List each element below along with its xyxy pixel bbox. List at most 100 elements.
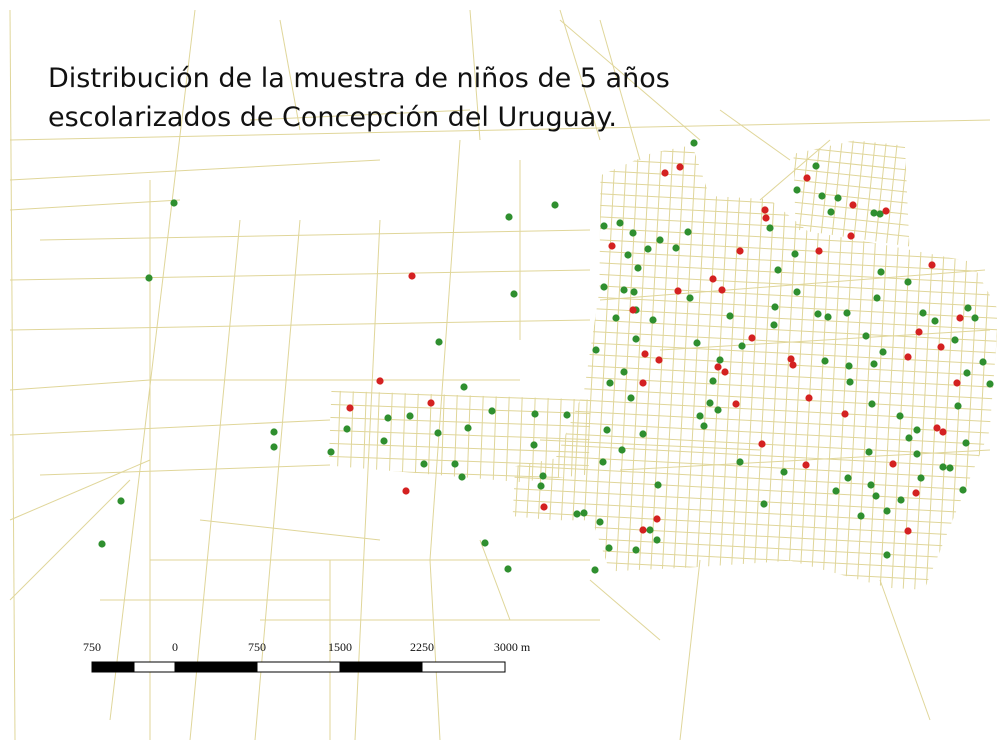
- street: [9, 159, 381, 181]
- sample-point-green: [780, 468, 788, 476]
- street: [559, 9, 601, 141]
- street: [670, 136, 700, 593]
- scale-label: 750: [248, 640, 266, 654]
- sample-point-green: [877, 268, 885, 276]
- sample-point-green: [343, 425, 351, 433]
- sample-point-green: [793, 288, 801, 296]
- sample-point-green: [897, 496, 905, 504]
- sample-point-green: [946, 464, 954, 472]
- street: [509, 372, 997, 403]
- sample-point-green: [951, 336, 959, 344]
- street: [785, 134, 920, 153]
- sample-point-green: [451, 460, 459, 468]
- sample-point-green: [959, 486, 967, 494]
- sample-point-green: [539, 472, 547, 480]
- street: [328, 428, 592, 442]
- sample-point-red: [956, 314, 964, 322]
- title-line: Distribución de la muestra de niños de 5…: [48, 63, 670, 94]
- sample-point-green: [793, 186, 801, 194]
- street: [509, 406, 997, 437]
- sample-point-green: [606, 379, 614, 387]
- sample-point-green: [865, 448, 873, 456]
- street: [109, 9, 196, 721]
- sample-point-red: [928, 261, 936, 269]
- sample-point-green: [846, 378, 854, 386]
- sample-point-red: [718, 286, 726, 294]
- street: [509, 136, 539, 593]
- sample-point-red: [674, 287, 682, 295]
- scale-bar: 750 0 750 1500 2250 3000 m: [83, 640, 531, 673]
- street: [311, 365, 316, 495]
- sample-point-green: [904, 278, 912, 286]
- sample-point-green: [551, 201, 559, 209]
- sample-point-green: [876, 210, 884, 218]
- street: [328, 441, 592, 455]
- sample-point-green: [832, 487, 840, 495]
- sample-point-green: [843, 309, 851, 317]
- street: [862, 134, 878, 247]
- sample-point-green: [510, 290, 518, 298]
- sample-points: [98, 139, 994, 574]
- sample-point-green: [618, 446, 626, 454]
- sample-point-red: [639, 379, 647, 387]
- sample-point-red: [761, 206, 769, 214]
- street: [761, 136, 792, 593]
- street: [905, 134, 920, 247]
- street: [719, 109, 791, 161]
- sample-point-green: [716, 356, 724, 364]
- sample-point-red: [758, 440, 766, 448]
- street: [738, 136, 769, 593]
- street: [785, 154, 920, 175]
- sample-point-green: [596, 518, 604, 526]
- street: [328, 390, 592, 403]
- street: [512, 136, 997, 161]
- sample-point-red: [915, 328, 923, 336]
- sample-point-red: [655, 356, 663, 364]
- sample-point-green: [870, 209, 878, 217]
- street: [509, 441, 997, 472]
- sample-point-red: [736, 247, 744, 255]
- street: [853, 136, 884, 593]
- sample-point-green: [170, 199, 178, 207]
- sample-point-green: [696, 412, 704, 420]
- street: [9, 379, 151, 391]
- sample-point-red: [641, 350, 649, 358]
- street: [510, 165, 997, 196]
- sample-point-green: [771, 303, 779, 311]
- sample-point-green: [857, 512, 865, 520]
- sample-point-green: [632, 546, 640, 554]
- street: [785, 134, 802, 247]
- sample-point-red: [803, 174, 811, 182]
- sample-point-red: [748, 334, 756, 342]
- sample-point-green: [867, 481, 875, 489]
- street: [957, 136, 987, 593]
- sample-point-green: [870, 360, 878, 368]
- sample-point-green: [620, 286, 628, 294]
- street: [9, 319, 591, 331]
- sample-point-green: [913, 450, 921, 458]
- street-grid: [298, 364, 592, 495]
- sample-point-green: [873, 294, 881, 302]
- sample-point-red: [427, 399, 435, 407]
- sample-point-green: [270, 428, 278, 436]
- street: [658, 136, 688, 593]
- sample-point-red: [939, 428, 947, 436]
- street: [429, 139, 461, 561]
- sample-point-green: [684, 228, 692, 236]
- street: [539, 439, 761, 451]
- sample-point-green: [706, 399, 714, 407]
- street: [659, 329, 991, 351]
- sample-point-green: [270, 443, 278, 451]
- street: [635, 136, 665, 593]
- sample-point-green: [963, 369, 971, 377]
- sample-point-green: [434, 429, 442, 437]
- sample-point-green: [531, 410, 539, 418]
- title-block: Distribución de la muestra de niños de 5…: [48, 63, 670, 133]
- sample-point-green: [700, 422, 708, 430]
- sample-point-green: [530, 441, 538, 449]
- sample-point-green: [686, 294, 694, 302]
- sample-point-green: [979, 358, 987, 366]
- street: [298, 364, 303, 494]
- sample-point-red: [762, 214, 770, 222]
- street: [509, 567, 997, 593]
